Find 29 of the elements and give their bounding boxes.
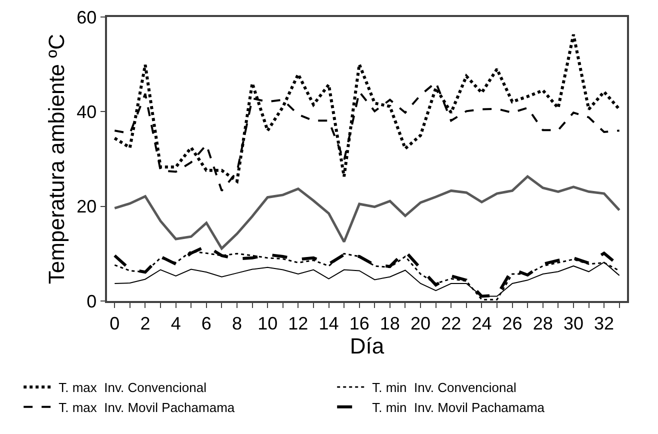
x-tick-label: 20: [410, 313, 431, 334]
x-tick-label: 22: [441, 313, 462, 334]
x-tick-label: 10: [258, 313, 278, 334]
legend-label: T. max Inv. Movil Pachamama: [58, 400, 236, 415]
x-tick-label: 14: [318, 313, 339, 334]
x-tick-label: 6: [201, 313, 212, 334]
x-tick-label: 26: [502, 313, 522, 334]
y-tick-label: 40: [76, 102, 97, 122]
x-tick-label: 2: [140, 313, 150, 334]
x-tick-label: 30: [563, 313, 584, 334]
x-tick-label: 32: [594, 313, 614, 334]
legend-label: T. min Inv. Movil Pachamama: [372, 400, 546, 415]
x-axis-title: Día: [350, 333, 385, 358]
legend-label: T. max Inv. Convencional: [58, 380, 207, 396]
x-tick-label: 12: [288, 313, 308, 334]
x-tick-label: 0: [110, 313, 120, 334]
x-tick-label: 28: [532, 313, 553, 334]
x-tick-label: 24: [472, 313, 492, 334]
x-tick-label: 18: [380, 313, 400, 334]
x-tick-label: 4: [170, 313, 181, 334]
x-tick-label: 8: [232, 313, 242, 334]
y-axis-title: Temperatura ambiente ºC: [44, 34, 69, 284]
x-tick-label: 16: [349, 313, 370, 334]
y-tick-label: 20: [76, 196, 97, 217]
line-series: [113, 175, 621, 250]
legend-label: T. min Inv. Convencional: [372, 380, 516, 396]
y-tick-label: 60: [76, 7, 97, 28]
line-series: [114, 250, 620, 300]
y-tick-label: 0: [86, 291, 97, 312]
